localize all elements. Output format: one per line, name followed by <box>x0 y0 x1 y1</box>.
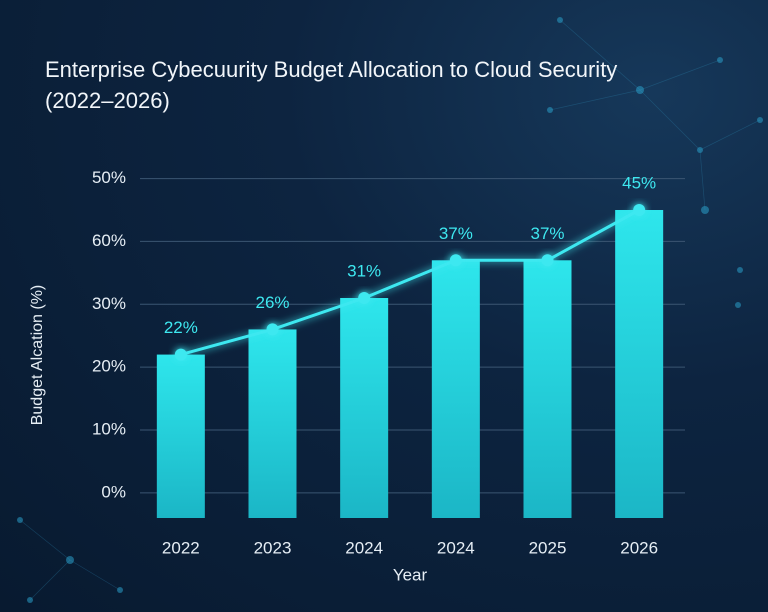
network-decoration <box>17 17 763 603</box>
y-tick-label: 10% <box>92 419 126 438</box>
trend-point <box>358 292 371 304</box>
trend-point <box>541 254 554 267</box>
bar <box>523 260 572 518</box>
y-tick-label: 30% <box>92 294 126 313</box>
bar <box>431 260 480 518</box>
trend-point <box>633 204 646 216</box>
data-label: 45% <box>622 173 656 192</box>
data-label: 37% <box>439 224 473 243</box>
trend-line <box>180 208 640 357</box>
trend-point <box>174 348 187 361</box>
bar <box>156 354 205 518</box>
bar <box>615 210 664 518</box>
y-tick-label: 60% <box>92 231 126 250</box>
x-tick-label: 2026 <box>620 538 658 557</box>
chart-title: Enterprise Cybecuurity Budget Allocation… <box>45 57 618 113</box>
trend-point <box>449 254 462 267</box>
data-label: 37% <box>530 224 564 243</box>
y-tick-label: 20% <box>92 357 126 376</box>
data-label: 31% <box>347 261 381 280</box>
x-tick-label: 2024 <box>437 538 475 557</box>
x-axis-label: Year <box>393 565 428 584</box>
bar <box>248 329 297 518</box>
data-label: 26% <box>255 293 289 312</box>
x-tick-label: 2022 <box>162 538 200 557</box>
y-tick-label: 50% <box>92 168 126 187</box>
data-label: 22% <box>164 318 198 337</box>
y-axis-label: Budget Alcation (%) <box>29 285 46 426</box>
x-tick-label: 2025 <box>529 538 567 557</box>
trend-point <box>266 323 279 336</box>
x-tick-label: 2023 <box>254 538 292 557</box>
y-tick-label: 0% <box>101 482 126 501</box>
x-tick-label: 2024 <box>345 538 383 557</box>
bar <box>340 298 389 518</box>
